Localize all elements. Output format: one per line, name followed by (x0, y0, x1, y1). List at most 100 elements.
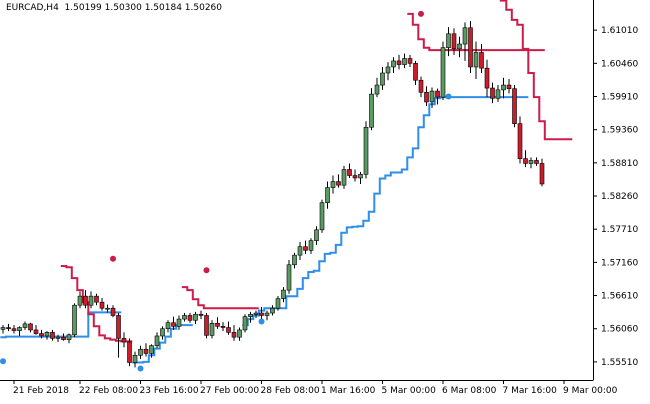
candle (83, 290, 88, 309)
candle-body (374, 84, 380, 95)
buy-signal-dot (0, 358, 6, 365)
candle (149, 344, 154, 358)
candle-body (72, 304, 77, 336)
candle (105, 304, 110, 313)
price-tick-label: 1.56610 (601, 292, 638, 302)
candle (193, 311, 198, 324)
candle (314, 226, 319, 245)
candle (143, 343, 149, 357)
candle (160, 326, 165, 340)
candle-body (61, 336, 66, 340)
price-tick-label: 1.61010 (601, 26, 638, 36)
candle-body (248, 313, 253, 317)
candle (11, 325, 17, 334)
candle (28, 322, 33, 333)
candle-body (341, 169, 347, 186)
candle-body (539, 163, 545, 185)
candle (39, 329, 44, 339)
time-tick-label: 22 Feb 08:00 (79, 386, 138, 396)
time-tick-label: 1 Mar 16:00 (321, 386, 376, 396)
candle-body (50, 332, 55, 339)
candle (220, 322, 226, 332)
candle-body (325, 187, 330, 203)
candle-body (204, 315, 209, 336)
candle (61, 333, 66, 341)
candle-body (187, 315, 193, 321)
candle-body (132, 354, 138, 363)
candle-body (363, 126, 369, 175)
candle (341, 165, 347, 189)
candle-body (451, 33, 457, 50)
time-tick-label: 7 Mar 16:00 (503, 386, 558, 396)
buy-signal-dot (258, 318, 265, 325)
up-trail-line (0, 311, 122, 339)
candle (209, 320, 215, 339)
candle (248, 311, 253, 323)
candle-body (77, 295, 83, 306)
candle (330, 175, 336, 194)
candle-body (182, 315, 187, 320)
candle (88, 291, 94, 309)
candle (391, 57, 396, 73)
candle (127, 338, 132, 367)
candle-body (484, 67, 490, 89)
candle (451, 28, 457, 55)
signal-dots (0, 10, 452, 372)
buy-signal-dot (445, 93, 452, 100)
candle (182, 313, 187, 322)
price-tick-label: 1.59910 (601, 93, 638, 103)
candle-body (121, 338, 127, 343)
candle-body (160, 328, 165, 337)
candle (226, 321, 231, 335)
candle-body (33, 329, 39, 334)
candle-body (215, 323, 220, 327)
candle (176, 315, 182, 330)
candle-body (418, 79, 424, 93)
candle-body (138, 348, 143, 356)
down-trail-line (499, 0, 573, 141)
candle-body (281, 289, 286, 299)
time-tick-label: 28 Feb 08:00 (261, 386, 320, 396)
candle (407, 54, 413, 67)
candle-body (264, 312, 270, 316)
candle-body (242, 316, 248, 331)
candle-body (99, 301, 105, 309)
candle (44, 331, 50, 340)
candle (440, 41, 446, 101)
candle (468, 21, 473, 73)
candle-body (0, 327, 6, 330)
candle (292, 252, 297, 269)
price-tick-label: 1.55510 (601, 358, 638, 368)
price-tick-label: 1.58810 (601, 159, 638, 169)
candle-body (66, 334, 72, 340)
candle-body (347, 169, 352, 176)
candle-body (292, 254, 297, 266)
candle (308, 238, 314, 254)
candle-body (413, 63, 418, 81)
candle (413, 60, 418, 86)
candle (457, 36, 462, 58)
candle (132, 351, 138, 368)
candle (215, 317, 220, 329)
candle (380, 66, 385, 90)
candle-body (6, 327, 11, 330)
price-tick-label: 1.59360 (601, 126, 638, 136)
symbol-info: EURCAD,H4 1.50199 1.50300 1.50184 1.5026… (6, 3, 222, 13)
candle-body (512, 88, 517, 124)
candle (358, 171, 363, 184)
candle-body (127, 341, 132, 363)
candle-body (44, 332, 50, 337)
candle-body (407, 58, 413, 64)
candle (424, 86, 429, 107)
buy-signal-dot (137, 365, 144, 372)
candle (369, 88, 374, 131)
candle-body (209, 323, 215, 336)
candle-body (237, 329, 242, 338)
candle (281, 287, 286, 303)
candle (231, 325, 237, 341)
candle-body (275, 298, 281, 309)
candle-body (39, 333, 44, 337)
candle-body (462, 27, 468, 45)
candle (242, 314, 248, 333)
